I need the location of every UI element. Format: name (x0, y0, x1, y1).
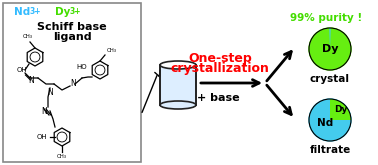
Text: CH₃: CH₃ (57, 154, 67, 159)
Text: Schiff base: Schiff base (37, 22, 107, 32)
Text: Dy: Dy (55, 7, 70, 17)
Wedge shape (330, 99, 351, 120)
Wedge shape (329, 28, 331, 49)
Text: 3+: 3+ (30, 7, 42, 16)
Text: Dy: Dy (334, 104, 348, 114)
Text: N: N (28, 76, 34, 85)
Ellipse shape (160, 101, 196, 109)
Text: Nd: Nd (14, 7, 30, 17)
Text: CH₃: CH₃ (23, 34, 33, 39)
Text: CH₃: CH₃ (107, 48, 117, 53)
Bar (3, 3, 141, 162)
Bar (160, 65, 196, 105)
Ellipse shape (160, 61, 196, 69)
Circle shape (309, 99, 351, 141)
Text: N: N (47, 88, 53, 97)
Text: 99% purity !: 99% purity ! (290, 13, 362, 23)
Text: OH: OH (36, 134, 47, 140)
Text: N: N (41, 107, 47, 116)
Text: filtrate: filtrate (309, 145, 351, 155)
Text: 3+: 3+ (70, 7, 82, 16)
Text: crystal: crystal (310, 74, 350, 84)
Text: Dy: Dy (322, 44, 338, 54)
Text: HO: HO (76, 64, 87, 70)
Circle shape (309, 28, 351, 70)
Text: crystallization: crystallization (170, 62, 270, 75)
Text: ligand: ligand (53, 32, 91, 42)
Text: N: N (70, 80, 76, 88)
Text: Nd: Nd (317, 118, 333, 128)
Text: + base: + base (197, 93, 239, 103)
Text: OH: OH (17, 67, 28, 73)
Text: One-step: One-step (188, 52, 252, 65)
